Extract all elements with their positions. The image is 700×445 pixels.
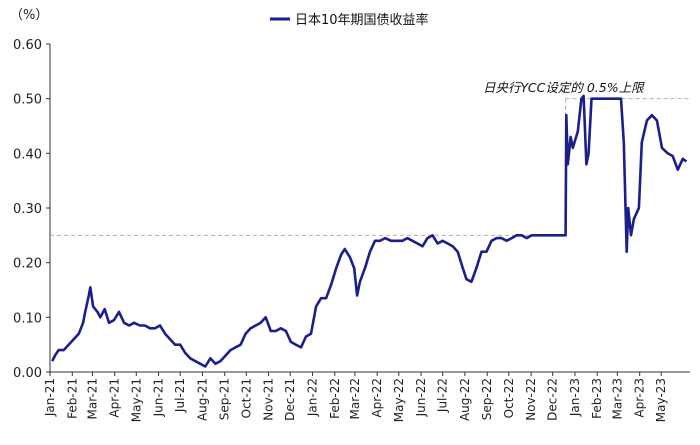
y-tick-label: 0.50 <box>13 93 42 108</box>
y-tick-label: 0.60 <box>13 38 42 53</box>
x-tick-label: Jun-21 <box>152 378 166 417</box>
x-tick-label: Jan-23 <box>568 378 582 417</box>
x-tick-label: May-22 <box>392 378 406 422</box>
x-tick-label: Jan-21 <box>43 378 57 417</box>
x-tick-label: Jul-22 <box>436 378 450 413</box>
y-tick-label: 0.40 <box>13 147 42 162</box>
x-tick-label: Aug-21 <box>195 378 209 421</box>
x-tick-label: Apr-23 <box>633 378 647 418</box>
x-tick-label: Oct-22 <box>502 378 516 418</box>
x-tick-label: Jun-22 <box>414 378 428 417</box>
x-tick-label: Feb-22 <box>328 378 342 419</box>
x-tick-label: Jan-22 <box>305 378 319 417</box>
y-ticks: 0.00 0.10 0.20 0.30 0.40 0.50 0.60 <box>13 38 50 381</box>
x-tick-label: Nov-21 <box>262 378 276 421</box>
x-tick-label: Mar-23 <box>610 378 624 419</box>
series-layer <box>51 94 688 368</box>
ycc-cap-annotation: 日央行YCC设定的 0.5%上限 <box>483 80 645 95</box>
x-tick-label: Apr-21 <box>108 378 122 418</box>
legend-label: 日本10年期国债收益率 <box>295 12 429 28</box>
x-ticks: Jan-21 Feb-21 Mar-21 Apr-21 May-21 Jun-21 Jul-… <box>43 372 668 422</box>
x-tick-label: Sep-22 <box>480 378 494 420</box>
x-tick-label: May-21 <box>129 378 143 422</box>
x-tick-label: Jul-21 <box>173 378 187 413</box>
x-tick-label: Mar-21 <box>85 378 99 419</box>
x-tick-label: Dec-22 <box>546 378 560 421</box>
y-tick-label: 0.10 <box>13 311 42 326</box>
x-tick-label: Aug-22 <box>458 378 472 421</box>
y-unit-label: （%） <box>10 8 48 23</box>
x-tick-label: May-23 <box>654 378 668 422</box>
x-tick-label: Apr-22 <box>370 378 384 418</box>
x-tick-label: Nov-22 <box>524 378 538 421</box>
x-tick-label: Feb-23 <box>590 378 604 419</box>
x-tick-label: Sep-21 <box>218 378 232 420</box>
x-tick-label: Mar-22 <box>348 378 362 419</box>
x-tick-label: Feb-21 <box>65 378 79 419</box>
legend: 日本10年期国债收益率 <box>270 12 429 28</box>
x-tick-label: Oct-21 <box>239 378 253 418</box>
y-tick-label: 0.30 <box>13 202 42 217</box>
series-line-jgb-10y <box>51 94 688 368</box>
y-tick-label: 0.20 <box>13 257 42 272</box>
reference-lines <box>50 98 690 236</box>
x-tick-label: Dec-21 <box>283 378 297 421</box>
y-tick-label: 0.00 <box>13 366 42 381</box>
